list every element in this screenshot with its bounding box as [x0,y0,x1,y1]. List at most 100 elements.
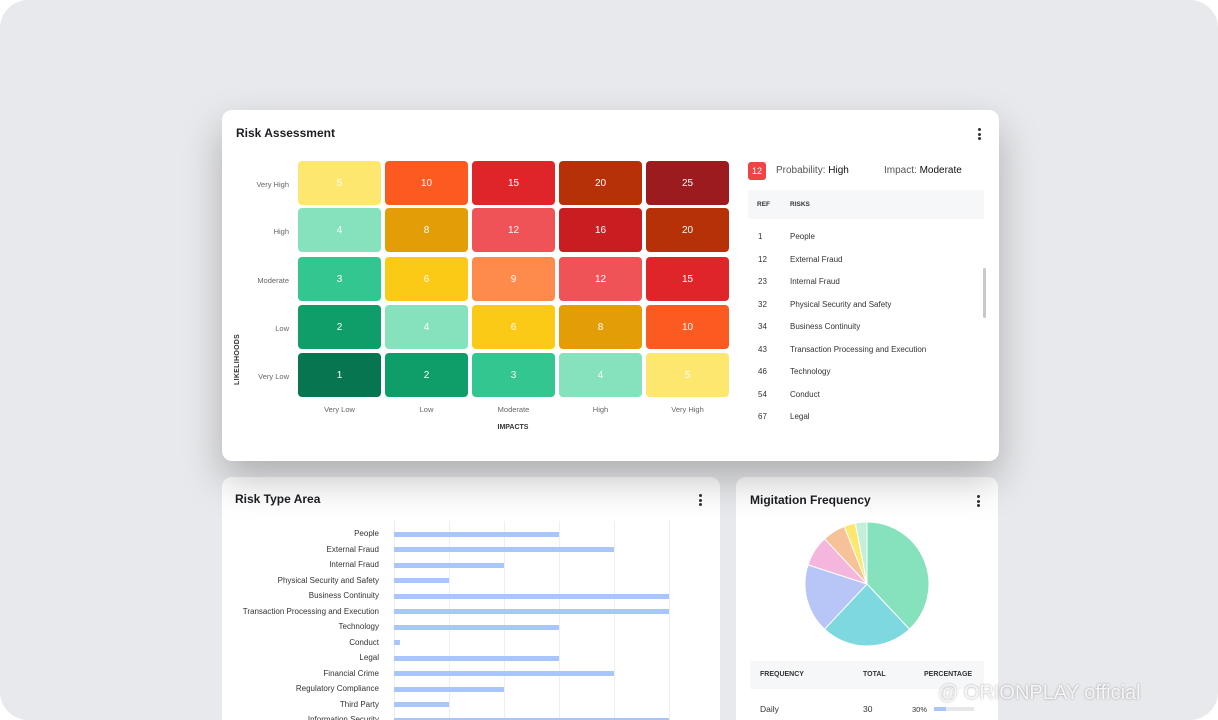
risk-matrix-cell[interactable]: 5 [646,353,729,397]
impact-label: Low [419,405,434,414]
bar-chart-bar[interactable] [394,578,449,583]
risks-table-header: REF RISKS [748,190,984,219]
risk-matrix-cell[interactable]: 2 [298,305,381,349]
risk-matrix-cell[interactable]: 4 [385,305,468,349]
bar-chart-gridline [394,521,395,720]
risk-ref-cell: 67 [758,412,767,421]
risk-table-row[interactable]: 34 Business Continuity [748,322,984,344]
risk-matrix-cell[interactable]: 2 [385,353,468,397]
pie-slice[interactable] [866,521,930,630]
percentage-bar-fill [934,707,946,711]
risk-table-row[interactable]: 23 Internal Fraud [748,277,984,299]
bar-chart-bar[interactable] [394,702,449,707]
risk-type-area-title: Risk Type Area [235,492,321,506]
risk-matrix-cell[interactable]: 12 [559,257,642,301]
bar-chart-category-label: Financial Crime [323,668,379,678]
risk-table-row[interactable]: 32 Physical Security and Safety [748,300,984,322]
frequency-table-header: FREQUENCY TOTAL PERCENTAGE [750,661,984,689]
probability-label: Probability: [776,165,826,176]
risk-matrix-cell[interactable]: 10 [385,161,468,205]
bar-chart-bar[interactable] [394,717,669,720]
risk-ref-cell: 46 [758,367,767,376]
risk-matrix-cell[interactable]: 5 [298,161,381,205]
risk-matrix-cell[interactable]: 4 [298,208,381,252]
risk-table-row[interactable]: 46 Technology [748,367,984,389]
bar-chart-bar[interactable] [394,624,559,630]
risks-table-scrollbar[interactable] [983,268,986,318]
bar-chart-bar[interactable] [394,655,559,661]
likelihood-label: Moderate [257,276,289,285]
likelihood-label: Very High [256,180,289,189]
risk-matrix-cell[interactable]: 3 [472,353,555,397]
risk-matrix-cell[interactable]: 20 [646,208,729,252]
probability-value: High [828,165,849,176]
percentage-cell: 30% [912,705,928,714]
risk-table-row[interactable]: 67 Legal [748,412,984,434]
bar-chart-category-label: Information Security [307,715,379,720]
bar-chart-gridline [559,521,560,720]
risk-name-cell: Legal [790,412,810,421]
risk-assessment-menu-icon[interactable] [974,127,984,141]
risk-matrix-cell[interactable]: 16 [559,208,642,252]
risk-matrix-cell[interactable]: 6 [385,257,468,301]
watermark-text: @ ORIONPLAY official [938,682,1141,704]
bar-chart-bar[interactable] [394,531,559,537]
bar-chart-bar[interactable] [394,562,504,568]
risk-name-cell: Physical Security and Safety [790,299,892,309]
mitigation-frequency-menu-icon[interactable] [973,494,983,508]
pie-slice[interactable] [804,564,868,630]
risk-table-row[interactable]: 43 Transaction Processing and Execution [748,345,984,367]
impact-value: Moderate [919,165,962,176]
bar-chart-bar[interactable] [394,547,614,552]
risk-table-row[interactable]: 12 External Fraud [748,255,984,277]
total-cell: 30 [863,704,873,714]
likelihood-label: Low [275,324,289,333]
risk-matrix-cell[interactable]: 25 [646,161,729,205]
likelihood-label: Very Low [258,372,289,381]
bar-chart-bar[interactable] [394,671,614,676]
bar-chart-category-label: Regulatory Compliance [295,684,379,693]
bar-chart-category-label: Third Party [339,699,379,709]
bar-chart-gridline [614,521,615,720]
risk-name-cell: Technology [790,367,831,376]
pie-slice[interactable] [823,583,911,647]
pie-slice[interactable] [854,521,868,585]
risk-matrix-cell[interactable]: 3 [298,257,381,301]
risk-name-cell: Conduct [790,389,820,399]
risk-assessment-title: Risk Assessment [236,126,335,140]
risk-ref-cell: 23 [758,277,767,286]
risk-matrix-cell[interactable]: 10 [646,305,729,349]
risk-ref-cell: 32 [758,299,767,309]
risk-matrix-cell[interactable]: 20 [559,161,642,205]
risk-matrix-cell[interactable]: 9 [472,257,555,301]
bar-chart-bar[interactable] [394,609,669,614]
risk-table-row[interactable]: 54 Conduct [748,390,984,412]
bar-chart-category-label: External Fraud [326,544,379,554]
risk-matrix-cell[interactable]: 1 [298,353,381,397]
risk-matrix-cell[interactable]: 6 [472,305,555,349]
probability-info: Probability: High [776,165,849,176]
risk-matrix-cell[interactable]: 12 [472,208,555,252]
risk-name-cell: External Fraud [790,254,843,264]
risk-type-area-menu-icon[interactable] [695,493,705,507]
bar-chart-bar[interactable] [394,593,669,599]
bar-chart-category-label: Conduct [349,637,379,647]
bar-chart-category-label: Technology [338,622,379,631]
risk-matrix-cell[interactable]: 15 [646,257,729,301]
risks-column-header: RISKS [790,201,810,208]
ref-column-header: REF [757,201,770,208]
bar-chart-category-label: Internal Fraud [329,560,379,569]
risk-matrix-cell[interactable]: 8 [559,305,642,349]
risk-table-row[interactable]: 1 People [748,232,984,254]
risk-assessment-card: Risk Assessment LIKELIHOODS Very High Hig… [222,110,999,461]
mitigation-frequency-card: Migitation Frequency FREQUENCY TOTAL PER… [736,477,998,720]
bar-chart-bar[interactable] [394,686,504,692]
risk-name-cell: Transaction Processing and Execution [790,344,927,354]
risk-matrix-cell[interactable]: 8 [385,208,468,252]
mitigation-frequency-pie-chart [804,521,930,647]
bar-chart-bar[interactable] [394,640,400,645]
risk-matrix-cell[interactable]: 4 [559,353,642,397]
mitigation-frequency-title: Migitation Frequency [750,493,871,507]
risk-matrix-cell[interactable]: 15 [472,161,555,205]
